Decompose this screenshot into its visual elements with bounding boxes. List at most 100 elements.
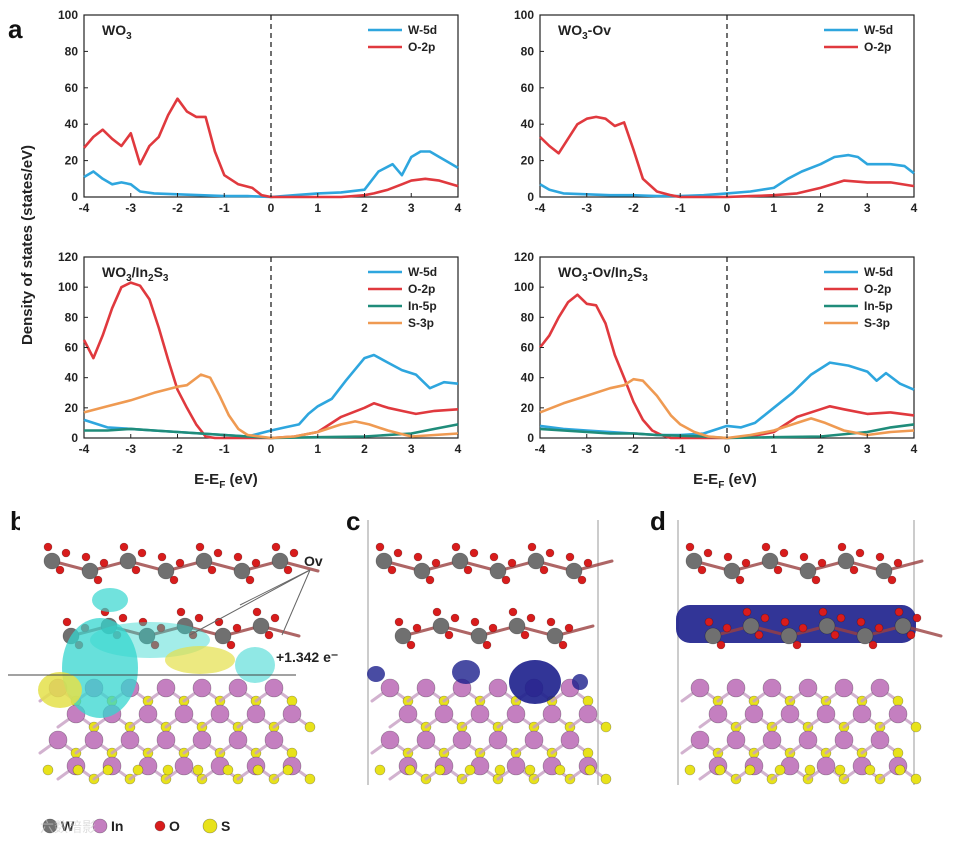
oxygen-atom bbox=[251, 558, 261, 568]
sulfur-atom bbox=[804, 764, 816, 776]
oxygen-atom bbox=[489, 552, 499, 562]
dos-chart-4: -4 -3 -2 -1 0 1 2 3 4020406080100120WO3-Ov/In2S3… bbox=[514, 250, 918, 456]
oxygen-atom bbox=[270, 613, 280, 623]
y-tick-label: 100 bbox=[514, 280, 534, 294]
atom-legend-swatch bbox=[154, 820, 166, 832]
y-tick-label: 80 bbox=[65, 310, 79, 324]
oxygen-atom bbox=[431, 558, 441, 568]
oxygen-atom bbox=[887, 575, 897, 585]
x-tick-label: 3 bbox=[864, 201, 871, 215]
tungsten-atom bbox=[856, 627, 874, 645]
indium-atom bbox=[156, 678, 176, 698]
legend-label: O-2p bbox=[408, 40, 435, 54]
sulfur-atom bbox=[286, 747, 298, 759]
oxygen-atom bbox=[176, 607, 186, 617]
x-tick-label: -2 bbox=[628, 442, 639, 456]
x-tick-label: -4 bbox=[535, 442, 546, 456]
sulfur-atom bbox=[192, 764, 204, 776]
x-tick-label: 1 bbox=[770, 442, 777, 456]
charge-density-blob bbox=[452, 660, 480, 684]
ov-pointer bbox=[281, 569, 311, 636]
sulfur-atom bbox=[600, 721, 612, 733]
charge-isosurface-cyan bbox=[235, 647, 275, 683]
sulfur-atom bbox=[600, 773, 612, 785]
tungsten-atom bbox=[271, 552, 289, 570]
x-tick-label: -1 bbox=[219, 201, 230, 215]
oxygen-atom bbox=[912, 613, 922, 623]
indium-atom bbox=[264, 730, 284, 750]
oxygen-atom bbox=[754, 630, 764, 640]
tungsten-atom bbox=[527, 552, 545, 570]
y-tick-label: 0 bbox=[527, 190, 534, 204]
x-tick-label: 4 bbox=[911, 442, 918, 456]
series-line-o-2p bbox=[538, 293, 915, 440]
oxygen-atom bbox=[773, 565, 783, 575]
oxygen-atom bbox=[874, 623, 884, 633]
sulfur-atom bbox=[524, 764, 536, 776]
sulfur-atom bbox=[894, 764, 906, 776]
oxygen-atom bbox=[742, 607, 752, 617]
oxygen-atom bbox=[501, 575, 511, 585]
x-tick-label: -4 bbox=[535, 201, 546, 215]
oxygen-atom bbox=[855, 548, 865, 558]
legend-label: In-5p bbox=[864, 299, 893, 313]
indium-atom bbox=[798, 730, 818, 750]
oxygen-atom bbox=[545, 548, 555, 558]
x-tick-label: -4 bbox=[79, 201, 90, 215]
y-tick-label: 120 bbox=[58, 250, 78, 264]
y-tick-label: 0 bbox=[527, 431, 534, 445]
indium-atom bbox=[816, 756, 836, 776]
indium-atom bbox=[452, 730, 472, 750]
sulfur-atom bbox=[864, 764, 876, 776]
oxygen-atom bbox=[264, 630, 274, 640]
y-tick-label: 80 bbox=[521, 44, 535, 58]
legend-label: W-5d bbox=[408, 23, 437, 37]
oxygen-atom bbox=[406, 640, 416, 650]
x-tick-label: -3 bbox=[581, 201, 592, 215]
legend-label: W-5d bbox=[864, 265, 893, 279]
y-axis-label: Density of states (states/eV) bbox=[19, 145, 36, 345]
y-tick-label: 0 bbox=[71, 190, 78, 204]
atom-legend: W In O S bbox=[42, 818, 230, 834]
tungsten-atom bbox=[252, 617, 270, 635]
indium-atom bbox=[798, 678, 818, 698]
oxygen-atom bbox=[93, 575, 103, 585]
indium-atom bbox=[506, 756, 526, 776]
x-tick-label: 2 bbox=[817, 442, 824, 456]
x-tick-label: 2 bbox=[361, 201, 368, 215]
charge-isosurface-cyan bbox=[92, 588, 128, 612]
watermark: 六数暗影 bbox=[40, 820, 96, 836]
oxygen-atom bbox=[99, 558, 109, 568]
legend-label: W-5d bbox=[864, 23, 893, 37]
indium-atom bbox=[708, 704, 728, 724]
oxygen-atom bbox=[451, 542, 461, 552]
oxygen-atom bbox=[207, 565, 217, 575]
sulfur-atom bbox=[286, 695, 298, 707]
oxygen-atom bbox=[470, 617, 480, 627]
oxygen-atom bbox=[697, 565, 707, 575]
oxygen-atom bbox=[81, 552, 91, 562]
y-tick-label: 40 bbox=[521, 371, 535, 385]
oxygen-atom bbox=[289, 548, 299, 558]
x-tick-label: -3 bbox=[581, 442, 592, 456]
tungsten-atom bbox=[375, 552, 393, 570]
oxygen-atom bbox=[62, 617, 72, 627]
x-tick-label: 1 bbox=[314, 201, 321, 215]
oxygen-atom bbox=[131, 565, 141, 575]
oxygen-atom bbox=[188, 630, 198, 640]
indium-atom bbox=[524, 730, 544, 750]
sulfur-atom bbox=[304, 773, 316, 785]
oxygen-atom bbox=[444, 630, 454, 640]
ov-pointer bbox=[239, 569, 311, 606]
oxygen-atom bbox=[798, 623, 808, 633]
y-tick-label: 80 bbox=[521, 310, 535, 324]
indium-atom bbox=[488, 678, 508, 698]
oxygen-atom bbox=[194, 613, 204, 623]
x-tick-label: 0 bbox=[268, 201, 275, 215]
x-tick-label: 2 bbox=[361, 442, 368, 456]
indium-atom bbox=[690, 678, 710, 698]
oxygen-atom bbox=[226, 640, 236, 650]
x-tick-label: 0 bbox=[724, 442, 731, 456]
